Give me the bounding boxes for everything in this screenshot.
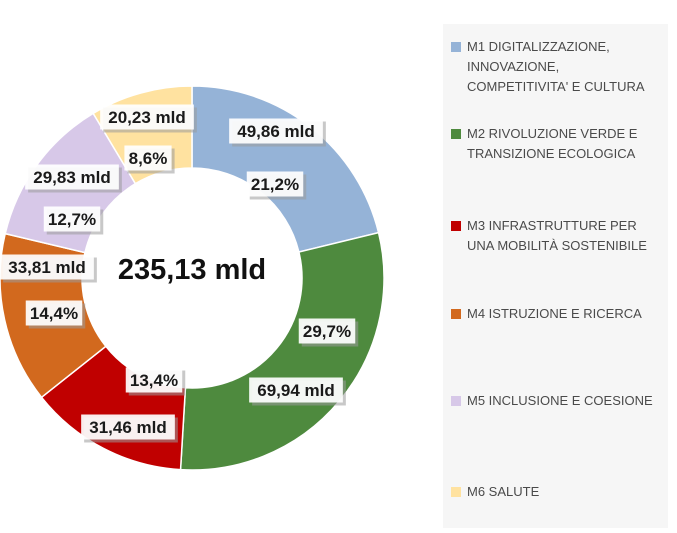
legend-label: M1 DIGITALIZZAZIONE, INNOVAZIONE, COMPET…: [467, 39, 645, 94]
value-label-m3-box: [81, 414, 175, 440]
percent-label-m1: 21,2%: [246, 171, 307, 200]
value-label-m5-box: [25, 164, 119, 190]
value-label-m6-box: [100, 104, 194, 130]
percent-label-m2-box: [298, 318, 356, 344]
legend-label: M6 SALUTE: [467, 484, 540, 499]
value-label-m3-text: 31,46 mld: [89, 418, 167, 437]
legend-label: M3 INFRASTRUTTURE PER UNA MOBILITÀ SOSTE…: [467, 218, 647, 253]
percent-label-m2-text: 29,7%: [303, 322, 351, 341]
value-label-m1-box: [229, 118, 323, 144]
value-label-m5: 29,83 mld: [25, 164, 122, 193]
value-label-m2-box: [249, 377, 343, 403]
labels-group: 49,86 mld 21,2% 69,94 mld 29,7% 31,46 mld 13,…: [0, 104, 359, 443]
percent-label-m5-text: 12,7%: [48, 210, 96, 229]
value-label-m1-text: 49,86 mld: [237, 122, 315, 141]
percent-label-m3: 13,4%: [125, 367, 186, 396]
percent-label-m6-text: 8,6%: [129, 149, 168, 168]
legend-label: M5 INCLUSIONE E COESIONE: [467, 393, 653, 408]
value-label-m5-text: 29,83 mld: [33, 168, 111, 187]
percent-label-m1-text: 21,2%: [251, 175, 299, 194]
legend-item-m6: M6 SALUTE: [451, 482, 663, 502]
percent-label-m6: 8,6%: [124, 145, 175, 174]
value-label-m3: 31,46 mld: [81, 414, 178, 443]
legend-swatch: [451, 129, 461, 139]
value-label-m1: 49,86 mld: [229, 118, 326, 147]
legend-label: M4 ISTRUZIONE E RICERCA: [467, 306, 642, 321]
percent-label-m4: 14,4%: [25, 300, 86, 329]
value-label-m6: 20,23 mld: [100, 104, 197, 133]
legend-item-m3: M3 INFRASTRUTTURE PER UNA MOBILITÀ SOSTE…: [451, 216, 663, 256]
value-label-m2: 69,94 mld: [249, 377, 346, 406]
percent-label-m6-box: [124, 145, 172, 171]
value-label-m4: 33,81 mld: [0, 254, 97, 283]
value-label-m4-text: 33,81 mld: [8, 258, 86, 277]
percent-label-m2: 29,7%: [298, 318, 359, 347]
percent-label-m1-box: [246, 171, 304, 197]
legend-swatch: [451, 396, 461, 406]
center-total-label: 235,13 mld: [118, 254, 266, 286]
legend-swatch: [451, 221, 461, 231]
percent-label-m4-box: [25, 300, 83, 326]
legend-item-m4: M4 ISTRUZIONE E RICERCA: [451, 304, 663, 324]
value-label-m2-text: 69,94 mld: [257, 381, 335, 400]
value-label-m4-box: [0, 254, 94, 280]
legend-item-m5: M5 INCLUSIONE E COESIONE: [451, 391, 663, 411]
legend: M1 DIGITALIZZAZIONE, INNOVAZIONE, COMPET…: [443, 24, 668, 528]
percent-label-m4-text: 14,4%: [30, 304, 78, 323]
legend-swatch: [451, 487, 461, 497]
legend-item-m2: M2 RIVOLUZIONE VERDE E TRANSIZIONE ECOLO…: [451, 124, 663, 164]
legend-label: M2 RIVOLUZIONE VERDE E TRANSIZIONE ECOLO…: [467, 126, 638, 161]
legend-swatch: [451, 42, 461, 52]
percent-label-m3-box: [125, 367, 183, 393]
slice-m2: [179, 231, 385, 471]
percent-label-m3-text: 13,4%: [130, 371, 178, 390]
percent-label-m5: 12,7%: [43, 206, 104, 235]
value-label-m6-text: 20,23 mld: [108, 108, 186, 127]
percent-label-m5-box: [43, 206, 101, 232]
slice-m1: [191, 85, 380, 253]
legend-item-m1: M1 DIGITALIZZAZIONE, INNOVAZIONE, COMPET…: [451, 37, 663, 97]
legend-swatch: [451, 309, 461, 319]
